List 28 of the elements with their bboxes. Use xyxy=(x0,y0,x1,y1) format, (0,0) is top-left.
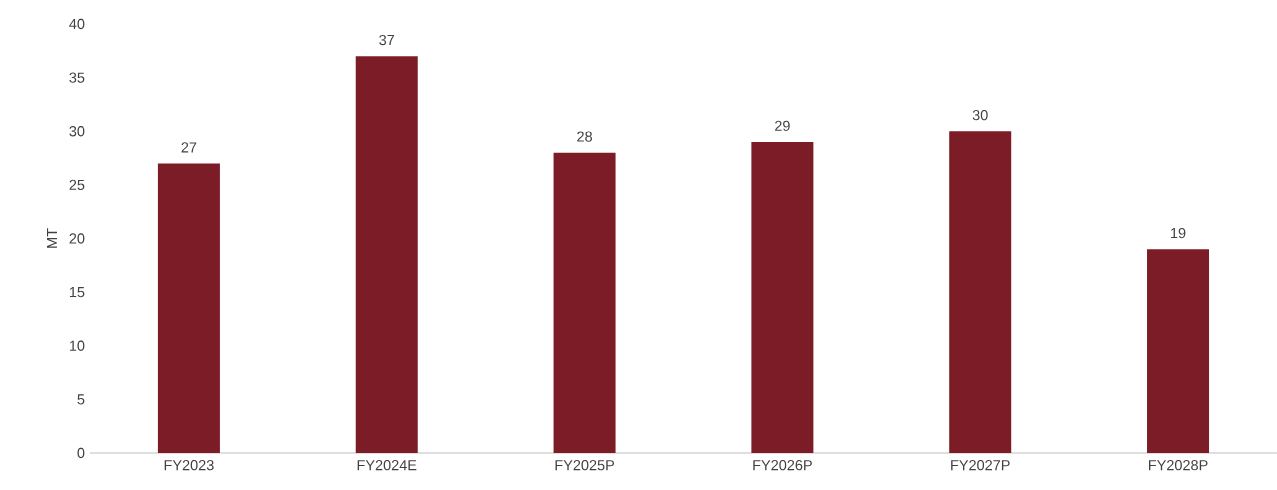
bar xyxy=(157,163,220,453)
x-tick-label: FY2028P xyxy=(1148,460,1208,471)
bar xyxy=(751,141,814,453)
y-axis-title: MT xyxy=(47,228,57,248)
x-tick-label: FY2024E xyxy=(357,460,417,471)
data-label: 28 xyxy=(577,131,592,142)
y-tick-label: 30 xyxy=(69,126,85,137)
data-label: 37 xyxy=(379,34,395,46)
x-tick-label: FY2025P xyxy=(555,460,615,471)
bar xyxy=(355,56,418,453)
y-tick-label: 15 xyxy=(69,287,85,298)
y-tick-label: 20 xyxy=(69,233,85,244)
bar xyxy=(553,152,616,453)
y-tick-label: 25 xyxy=(69,179,85,191)
data-label: 19 xyxy=(1171,227,1186,239)
y-tick-label: 0 xyxy=(77,447,85,459)
bar xyxy=(949,131,1012,453)
data-label: 30 xyxy=(972,109,988,121)
bar xyxy=(1147,249,1210,453)
y-tick-label: 35 xyxy=(69,72,85,83)
x-tick-label: FY2023 xyxy=(164,460,214,471)
data-label: 27 xyxy=(181,142,197,153)
x-tick-label: FY2026P xyxy=(753,460,812,471)
data-label: 29 xyxy=(775,120,790,131)
x-tick-label: FY2027P xyxy=(951,460,1010,471)
y-tick-label: 10 xyxy=(69,340,85,351)
y-tick-label: 40 xyxy=(69,18,85,30)
y-tick-label: 5 xyxy=(77,394,85,405)
